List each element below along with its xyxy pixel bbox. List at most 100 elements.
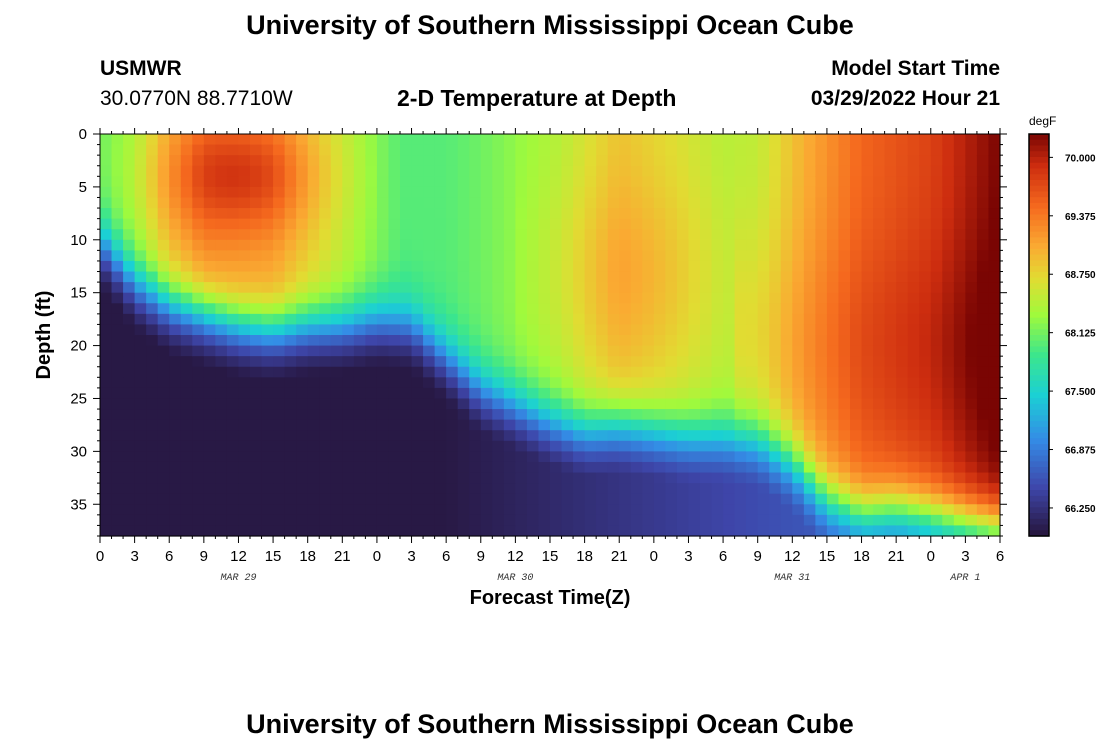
heatmap-cell <box>665 271 678 283</box>
heatmap-cell <box>526 440 540 452</box>
heatmap-cell <box>619 461 632 474</box>
heatmap-cell <box>619 451 632 463</box>
heatmap-cell <box>123 451 136 463</box>
heatmap-cell <box>261 155 274 167</box>
heatmap-cell <box>342 144 355 156</box>
heatmap-cell <box>642 250 655 262</box>
heatmap-cell <box>942 345 955 357</box>
heatmap-cell <box>988 155 1001 167</box>
heatmap-cell <box>226 366 240 378</box>
heatmap-cell <box>423 282 436 294</box>
heatmap-cell <box>296 525 309 537</box>
heatmap-cell <box>261 271 274 283</box>
colorbar-segment <box>1029 271 1049 279</box>
heatmap-cell <box>296 356 309 368</box>
heatmap-cell <box>365 387 378 400</box>
heatmap-cell <box>930 430 943 442</box>
heatmap-cell <box>757 218 770 230</box>
heatmap-cell <box>965 165 978 177</box>
heatmap-cell <box>746 197 759 209</box>
heatmap-cell <box>411 461 424 474</box>
heatmap-cell <box>457 440 470 452</box>
heatmap-cell <box>734 387 747 400</box>
heatmap-cell <box>538 144 551 156</box>
heatmap-cell <box>169 229 182 241</box>
heatmap-cell <box>538 419 551 431</box>
heatmap-cell <box>942 260 955 273</box>
heatmap-cell <box>942 356 955 368</box>
heatmap-cell <box>942 387 955 400</box>
heatmap-cell <box>584 165 597 177</box>
heatmap-cell <box>873 514 886 527</box>
heatmap-cell <box>676 303 690 315</box>
heatmap-cell <box>907 313 920 326</box>
colorbar-segment <box>1029 214 1049 221</box>
heatmap-cell <box>573 335 586 347</box>
heatmap-cell <box>838 239 851 251</box>
heatmap-cell <box>457 313 470 326</box>
heatmap-cell <box>169 250 182 262</box>
colorbar: 70.00069.37568.75068.12567.50066.87566.2… <box>1028 133 1096 537</box>
heatmap-cell <box>192 483 205 495</box>
heatmap-cell <box>757 366 770 378</box>
heatmap-cell <box>526 282 540 294</box>
heatmap-cell <box>123 525 136 537</box>
heatmap-cell <box>180 282 193 294</box>
heatmap-cell <box>307 134 320 146</box>
heatmap-cell <box>953 292 966 304</box>
heatmap-cell <box>284 356 297 368</box>
heatmap-cell <box>226 419 240 431</box>
heatmap-cell <box>503 144 516 156</box>
heatmap-cell <box>642 292 655 304</box>
heatmap-cell <box>688 218 701 230</box>
heatmap-cell <box>861 134 874 146</box>
heatmap-cell <box>250 514 263 527</box>
heatmap-cell <box>296 377 309 389</box>
heatmap-cell <box>296 451 309 463</box>
heatmap-cell <box>526 134 540 146</box>
heatmap-cell <box>965 514 978 527</box>
heatmap-cell <box>838 165 851 177</box>
colorbar-segment <box>1029 312 1049 319</box>
heatmap-cell <box>734 525 747 537</box>
heatmap-cell <box>250 155 263 167</box>
heatmap-cell <box>676 313 690 326</box>
heatmap-cell <box>769 356 782 368</box>
heatmap-cell <box>446 398 459 410</box>
heatmap-cell <box>919 377 932 389</box>
heatmap-cell <box>203 165 216 177</box>
heatmap-cell <box>573 271 586 283</box>
heatmap-cell <box>711 345 724 357</box>
heatmap-cell <box>457 218 470 230</box>
heatmap-cell <box>296 409 309 421</box>
heatmap-cell <box>434 134 447 146</box>
heatmap-cell <box>365 409 378 421</box>
heatmap-cell <box>734 461 747 474</box>
heatmap-cell <box>503 440 516 452</box>
heatmap-cell <box>342 165 355 177</box>
heatmap-cell <box>434 324 447 336</box>
heatmap-cell <box>861 366 874 378</box>
heatmap-cell <box>907 176 920 188</box>
heatmap-cell <box>665 398 678 410</box>
heatmap-cell <box>884 504 897 516</box>
heatmap-cell <box>146 282 159 294</box>
heatmap-cell <box>769 292 782 304</box>
heatmap-cell <box>100 430 113 442</box>
heatmap-cell <box>942 165 955 177</box>
heatmap-cell <box>411 472 424 484</box>
heatmap-cell <box>607 461 620 474</box>
heatmap-cell <box>780 165 793 177</box>
heatmap-cell <box>619 472 632 484</box>
heatmap-cell <box>307 176 320 188</box>
heatmap-cell <box>757 398 770 410</box>
heatmap-cell <box>538 472 551 484</box>
heatmap-cell <box>803 303 816 315</box>
heatmap-cell <box>803 451 816 463</box>
heatmap-cell <box>723 472 736 484</box>
heatmap-cell <box>411 239 424 251</box>
heatmap-cell <box>100 324 113 336</box>
heatmap-cell <box>123 514 136 527</box>
heatmap-cell <box>746 472 759 484</box>
heatmap-cell <box>238 218 251 230</box>
